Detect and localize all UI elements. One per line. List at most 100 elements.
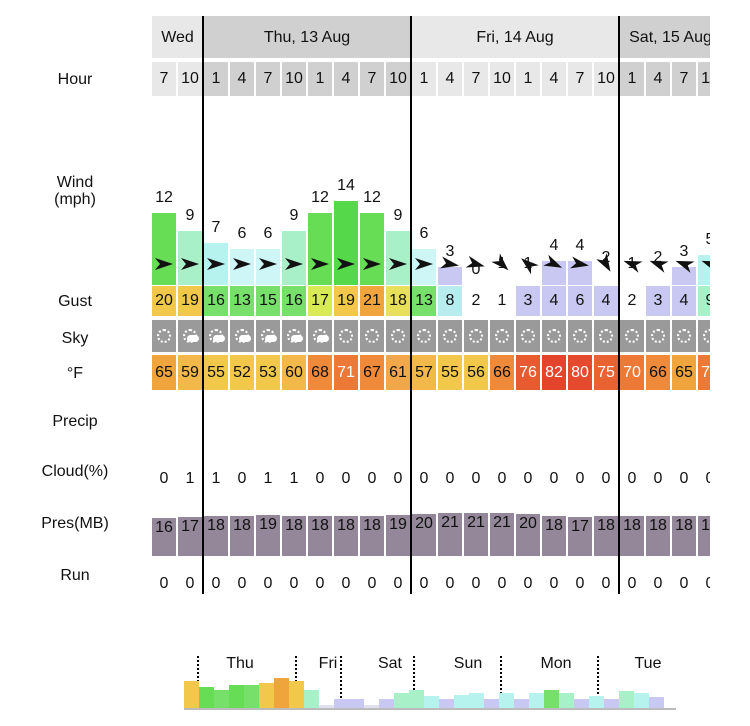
wind-direction-arrow-icon bbox=[257, 253, 279, 275]
gust-cell: 20 bbox=[152, 286, 176, 316]
run-cell: 0 bbox=[159, 575, 169, 592]
clear-sky-icon bbox=[391, 329, 405, 343]
gust-cell: 1 bbox=[490, 286, 514, 316]
cloud-percent-cell: 1 bbox=[211, 470, 221, 487]
wind-direction-arrow-icon bbox=[699, 253, 710, 275]
clear-sky-icon bbox=[521, 329, 535, 343]
cloud-percent-cell: 0 bbox=[575, 470, 585, 487]
cloud-percent-cell: 0 bbox=[315, 470, 325, 487]
gust-cell: 4 bbox=[672, 286, 696, 316]
hour-cell: 7 bbox=[568, 62, 592, 96]
summary-baseline bbox=[184, 708, 676, 710]
pressure-cell: 18 bbox=[646, 516, 670, 556]
wind-direction-arrow-icon bbox=[647, 253, 669, 275]
wind-direction-arrow-icon bbox=[595, 253, 617, 275]
gust-cell: 4 bbox=[542, 286, 566, 316]
pressure-cell: 18 bbox=[334, 516, 358, 556]
summary-day-label[interactable]: Sun bbox=[453, 655, 483, 672]
temperature-cell: 70 bbox=[620, 355, 644, 390]
wind-speed-label: 2 bbox=[653, 249, 663, 266]
wind-bar bbox=[178, 231, 202, 285]
temperature-cell: 59 bbox=[178, 355, 202, 390]
wind-direction-arrow-icon bbox=[621, 253, 643, 275]
run-cell: 0 bbox=[523, 575, 533, 592]
temperature-cell: 75 bbox=[594, 355, 618, 390]
run-cell: 0 bbox=[185, 575, 195, 592]
gust-cell: 8 bbox=[438, 286, 462, 316]
cloud-percent-cell: 0 bbox=[497, 470, 507, 487]
wind-speed-label: 4 bbox=[549, 237, 559, 254]
row-label-wind-unit: (mph) bbox=[54, 191, 96, 208]
wind-direction-arrow-icon bbox=[309, 253, 331, 275]
wind-direction-arrow-icon bbox=[153, 253, 175, 275]
summary-day-separator bbox=[500, 656, 502, 710]
run-cell: 0 bbox=[341, 575, 351, 592]
summary-day-label[interactable]: Sat bbox=[377, 655, 402, 672]
run-cell: 0 bbox=[445, 575, 455, 592]
day-header-3[interactable]: Sat, 15 Aug bbox=[619, 16, 710, 58]
day-header-2[interactable]: Fri, 14 Aug bbox=[411, 16, 619, 58]
pressure-cell: 21 bbox=[464, 513, 488, 556]
wind-speed-label: 3 bbox=[445, 243, 455, 260]
run-cell: 0 bbox=[601, 575, 611, 592]
sky-cell bbox=[568, 320, 592, 352]
summary-wind-bar bbox=[499, 693, 514, 708]
wind-speed-label: 3 bbox=[679, 243, 689, 260]
summary-day-label[interactable]: Tue bbox=[634, 655, 662, 672]
wind-direction-arrow-icon bbox=[413, 253, 435, 275]
summary-day-label[interactable]: Mon bbox=[540, 655, 572, 672]
run-cell: 0 bbox=[419, 575, 429, 592]
row-label-precip: Precip bbox=[52, 413, 98, 430]
sky-cell bbox=[386, 320, 410, 352]
pressure-cell: 18 bbox=[594, 516, 618, 556]
wind-direction-arrow-icon bbox=[387, 253, 409, 275]
run-cell: 0 bbox=[211, 575, 221, 592]
cloud-percent-cell: 0 bbox=[367, 470, 377, 487]
wind-direction-arrow-icon bbox=[543, 253, 565, 275]
sky-cell bbox=[672, 320, 696, 352]
summary-wind-bar bbox=[229, 685, 244, 708]
wind-direction-arrow-icon bbox=[569, 253, 591, 275]
pressure-cell: 21 bbox=[438, 513, 462, 556]
hour-cell: 10 bbox=[490, 62, 514, 96]
sky-cell bbox=[256, 320, 280, 352]
run-cell: 0 bbox=[393, 575, 403, 592]
day-header-1[interactable]: Thu, 13 Aug bbox=[203, 16, 411, 58]
summary-wind-bar bbox=[184, 681, 199, 708]
run-cell: 0 bbox=[367, 575, 377, 592]
temperature-cell: 65 bbox=[672, 355, 696, 390]
sky-cell bbox=[620, 320, 644, 352]
summary-wind-bar bbox=[634, 693, 649, 708]
temperature-cell: 82 bbox=[542, 355, 566, 390]
summary-day-label[interactable]: Fri bbox=[318, 655, 338, 672]
hour-cell: 10 bbox=[386, 62, 410, 96]
gust-cell: 13 bbox=[412, 286, 436, 316]
day-header-0[interactable]: Wed bbox=[152, 16, 203, 58]
summary-wind-bar bbox=[424, 696, 439, 708]
summary-day-separator bbox=[340, 656, 342, 710]
pressure-cell: 18 bbox=[698, 516, 710, 556]
temperature-cell: 56 bbox=[464, 355, 488, 390]
summary-wind-bar bbox=[334, 699, 349, 708]
summary-wind-bar bbox=[319, 705, 334, 708]
cloud-percent-cell: 0 bbox=[523, 470, 533, 487]
sky-cell bbox=[308, 320, 332, 352]
wind-speed-label: 5 bbox=[698, 231, 710, 249]
gust-cell: 15 bbox=[256, 286, 280, 316]
summary-wind-bar bbox=[649, 697, 664, 708]
sky-cell bbox=[698, 320, 710, 352]
wind-bar bbox=[152, 213, 176, 285]
hour-cell: 10 bbox=[698, 62, 710, 96]
hour-cell: 7 bbox=[152, 62, 176, 96]
summary-wind-bar bbox=[199, 687, 214, 708]
summary-wind-bar bbox=[589, 696, 604, 708]
run-cell: 0 bbox=[497, 575, 507, 592]
summary-wind-bar bbox=[349, 699, 364, 708]
row-label-temp: °F bbox=[66, 365, 84, 382]
summary-day-label[interactable]: Thu bbox=[226, 655, 254, 672]
wind-bar bbox=[386, 231, 410, 285]
cloud-percent-cell: 0 bbox=[601, 470, 611, 487]
clear-sky-icon bbox=[547, 329, 561, 343]
sky-cell bbox=[464, 320, 488, 352]
clear-sky-icon bbox=[469, 329, 483, 343]
